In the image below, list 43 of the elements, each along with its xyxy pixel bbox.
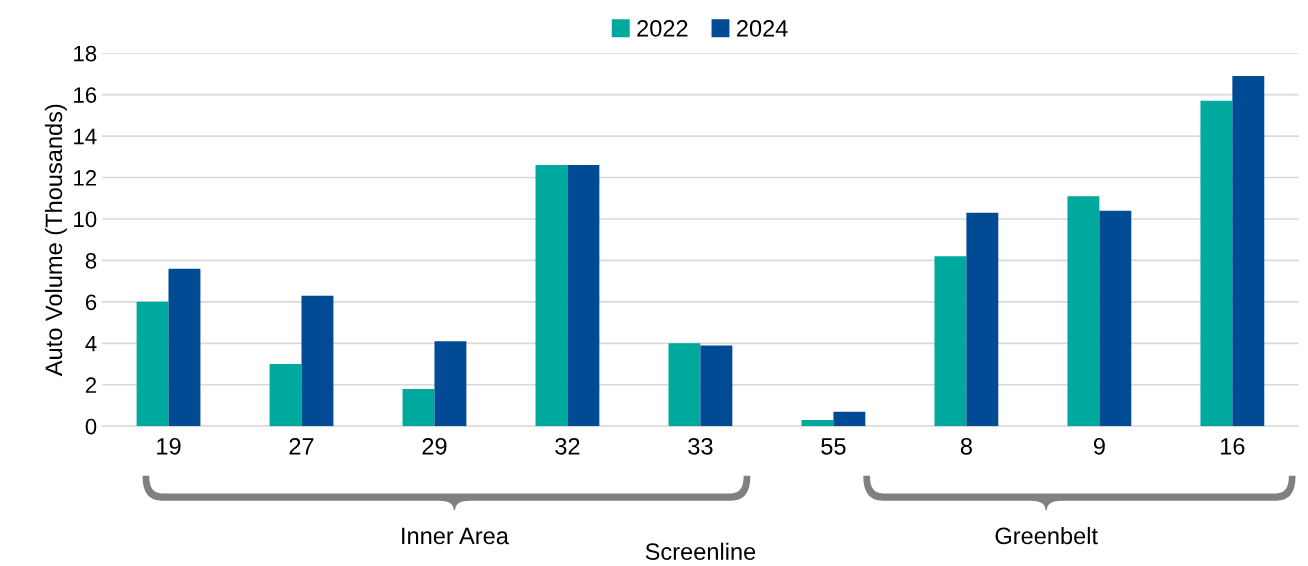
bar bbox=[168, 268, 201, 427]
y-tick-label: 12 bbox=[74, 170, 97, 186]
y-tick-label: 2 bbox=[85, 377, 97, 393]
x-axis-title: Screenline bbox=[645, 542, 756, 560]
y-tick-label: 16 bbox=[74, 87, 97, 103]
bar bbox=[700, 345, 733, 427]
y-tick-label: 18 bbox=[74, 45, 97, 62]
y-tick-label: 14 bbox=[74, 128, 97, 145]
bar bbox=[567, 165, 600, 427]
bar bbox=[434, 341, 467, 427]
y-axis-title: Auto Volume (Thousands) bbox=[44, 104, 67, 377]
bar bbox=[668, 343, 701, 427]
bar bbox=[301, 295, 334, 427]
x-tick-label: 9 bbox=[1093, 437, 1105, 455]
bar bbox=[966, 212, 999, 427]
x-tick-label: 32 bbox=[555, 437, 580, 455]
bar bbox=[1099, 210, 1132, 427]
y-tick-label: 0 bbox=[85, 418, 97, 435]
y-tick-label: 6 bbox=[85, 294, 97, 311]
text: Greenbelt bbox=[995, 526, 1098, 545]
y-tick-label: 4 bbox=[85, 336, 97, 352]
y-tick-label: 8 bbox=[85, 252, 97, 269]
x-tick-label: 55 bbox=[821, 438, 846, 455]
bar bbox=[934, 256, 967, 427]
bar bbox=[535, 165, 568, 427]
text: Inner Area bbox=[402, 527, 509, 545]
x-tick-label: 33 bbox=[688, 437, 713, 455]
x-tick-label: 19 bbox=[157, 437, 181, 455]
x-tick-label: 8 bbox=[960, 437, 972, 455]
bar bbox=[1067, 196, 1100, 427]
bar bbox=[833, 411, 866, 427]
bar bbox=[1232, 76, 1265, 427]
legend-label: 2022 bbox=[637, 20, 688, 37]
bar bbox=[801, 419, 834, 427]
x-tick-label: 27 bbox=[289, 437, 314, 455]
x-tick-label: 16 bbox=[1221, 437, 1245, 455]
legend-label: 2024 bbox=[737, 20, 788, 37]
y-tick-label: 10 bbox=[74, 211, 97, 228]
bar bbox=[269, 364, 302, 427]
bar bbox=[136, 301, 169, 427]
x-tick-label: 29 bbox=[422, 437, 447, 455]
bar bbox=[1200, 100, 1233, 427]
bar bbox=[402, 388, 435, 427]
